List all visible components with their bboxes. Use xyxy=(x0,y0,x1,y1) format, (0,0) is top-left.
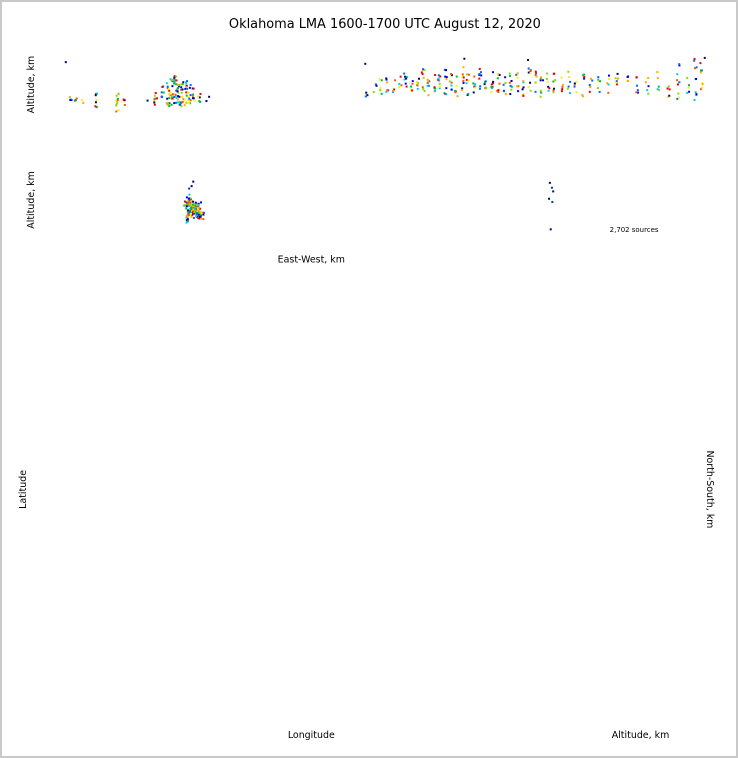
xlabel-longitude: Longitude xyxy=(288,730,335,741)
xlabel-east-west: East-West, km xyxy=(278,255,345,266)
plot-graphics xyxy=(63,41,707,704)
sources-count-label: 2,702 sources xyxy=(610,226,659,234)
altitude-histogram-panel-bg xyxy=(593,159,689,241)
ylabel-latitude: Latitude xyxy=(18,470,29,509)
ylabel-ew-altitude: Altitude, km xyxy=(26,171,37,229)
xlabel-ns-altitude: Altitude, km xyxy=(612,730,670,741)
east-west-height-panel-bg xyxy=(63,159,559,241)
time-height-points xyxy=(64,56,706,113)
time-height-panel-bg xyxy=(63,41,707,127)
ylabel-time-altitude: Altitude, km xyxy=(26,56,37,114)
east-west-points xyxy=(183,180,555,231)
north-south-height-panel-bg xyxy=(593,275,689,704)
plot-title: Oklahoma LMA 1600-1700 UTC August 12, 20… xyxy=(229,17,541,32)
ylabel-north-south: North-South, km xyxy=(704,450,715,528)
map-panel-bg xyxy=(63,275,559,704)
